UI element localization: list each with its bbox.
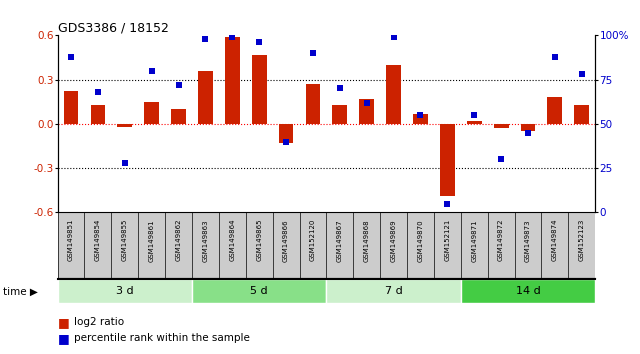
Text: ■: ■ bbox=[58, 332, 69, 344]
Bar bbox=[359, 99, 374, 124]
Bar bbox=[332, 105, 348, 124]
Bar bbox=[252, 55, 267, 124]
Bar bbox=[144, 102, 159, 124]
Bar bbox=[493, 124, 509, 128]
Text: GSM149855: GSM149855 bbox=[122, 219, 128, 261]
Bar bbox=[520, 124, 536, 131]
Text: GSM149854: GSM149854 bbox=[95, 219, 101, 261]
Text: GSM149863: GSM149863 bbox=[202, 219, 209, 262]
Text: GSM149864: GSM149864 bbox=[229, 219, 236, 262]
Text: GSM149861: GSM149861 bbox=[148, 219, 155, 262]
Text: GSM149866: GSM149866 bbox=[283, 219, 289, 262]
Text: GSM149869: GSM149869 bbox=[390, 219, 397, 262]
Bar bbox=[278, 124, 294, 143]
Text: 5 d: 5 d bbox=[250, 286, 268, 296]
Text: GSM149874: GSM149874 bbox=[552, 219, 558, 262]
Bar bbox=[117, 124, 132, 127]
Text: GSM149867: GSM149867 bbox=[337, 219, 343, 262]
Text: GSM149862: GSM149862 bbox=[175, 219, 182, 262]
Text: percentile rank within the sample: percentile rank within the sample bbox=[74, 333, 250, 343]
Text: time ▶: time ▶ bbox=[3, 287, 38, 297]
Text: 7 d: 7 d bbox=[385, 286, 403, 296]
Text: GSM149865: GSM149865 bbox=[256, 219, 262, 262]
Bar bbox=[198, 71, 213, 124]
Bar bbox=[461, 279, 595, 303]
Text: GSM149851: GSM149851 bbox=[68, 219, 74, 262]
Text: GSM152120: GSM152120 bbox=[310, 219, 316, 261]
Text: 14 d: 14 d bbox=[516, 286, 540, 296]
Bar bbox=[171, 109, 186, 124]
Text: GSM152121: GSM152121 bbox=[444, 219, 451, 261]
Text: GSM149870: GSM149870 bbox=[417, 219, 424, 262]
Bar bbox=[386, 65, 401, 124]
Text: 3 d: 3 d bbox=[116, 286, 134, 296]
Bar bbox=[63, 91, 79, 124]
Bar bbox=[413, 114, 428, 124]
Bar bbox=[574, 105, 589, 124]
Text: log2 ratio: log2 ratio bbox=[74, 317, 124, 327]
Text: GSM149873: GSM149873 bbox=[525, 219, 531, 262]
Text: GSM149871: GSM149871 bbox=[471, 219, 477, 262]
Bar bbox=[305, 84, 321, 124]
Bar bbox=[467, 121, 482, 124]
Text: GSM149872: GSM149872 bbox=[498, 219, 504, 262]
Bar bbox=[192, 279, 326, 303]
Bar bbox=[440, 124, 455, 196]
Text: ■: ■ bbox=[58, 316, 69, 329]
Text: GSM149868: GSM149868 bbox=[364, 219, 370, 262]
Bar bbox=[90, 105, 106, 124]
Bar bbox=[58, 279, 192, 303]
Bar bbox=[225, 37, 240, 124]
Bar bbox=[547, 97, 563, 124]
Text: GSM152123: GSM152123 bbox=[579, 219, 585, 261]
Text: GDS3386 / 18152: GDS3386 / 18152 bbox=[58, 21, 168, 34]
Bar bbox=[326, 279, 461, 303]
